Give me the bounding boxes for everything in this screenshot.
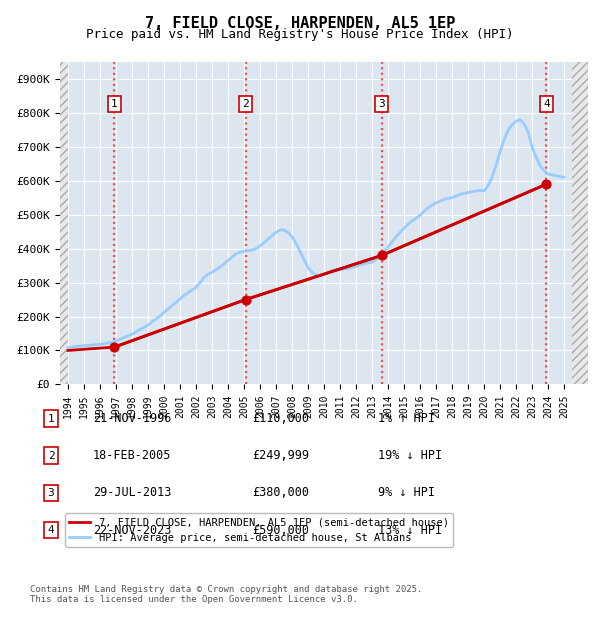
Point xyxy=(377,250,386,260)
Text: Price paid vs. HM Land Registry's House Price Index (HPI): Price paid vs. HM Land Registry's House … xyxy=(86,28,514,41)
Text: 22-NOV-2023: 22-NOV-2023 xyxy=(93,524,172,536)
Text: Contains HM Land Registry data © Crown copyright and database right 2025.
This d: Contains HM Land Registry data © Crown c… xyxy=(30,585,422,604)
Text: 1: 1 xyxy=(47,414,55,423)
Text: 7, FIELD CLOSE, HARPENDEN, AL5 1EP: 7, FIELD CLOSE, HARPENDEN, AL5 1EP xyxy=(145,16,455,30)
Point xyxy=(110,342,119,352)
Text: 9% ↓ HPI: 9% ↓ HPI xyxy=(378,487,435,499)
Text: 3: 3 xyxy=(378,99,385,109)
Text: 18-FEB-2005: 18-FEB-2005 xyxy=(93,450,172,462)
Text: 4: 4 xyxy=(47,525,55,535)
Text: 13% ↓ HPI: 13% ↓ HPI xyxy=(378,524,442,536)
Text: 4: 4 xyxy=(543,99,550,109)
Text: 2: 2 xyxy=(47,451,55,461)
Text: 21-NOV-1996: 21-NOV-1996 xyxy=(93,412,172,425)
Text: 29-JUL-2013: 29-JUL-2013 xyxy=(93,487,172,499)
Bar xyxy=(60,62,68,384)
Text: £590,000: £590,000 xyxy=(252,524,309,536)
Text: £110,000: £110,000 xyxy=(252,412,309,425)
Legend: 7, FIELD CLOSE, HARPENDEN, AL5 1EP (semi-detached house), HPI: Average price, se: 7, FIELD CLOSE, HARPENDEN, AL5 1EP (semi… xyxy=(65,513,453,547)
Point xyxy=(241,294,250,304)
Text: 19% ↓ HPI: 19% ↓ HPI xyxy=(378,450,442,462)
Bar xyxy=(572,62,588,384)
Text: 1: 1 xyxy=(111,99,118,109)
Text: 3: 3 xyxy=(47,488,55,498)
Text: £249,999: £249,999 xyxy=(252,450,309,462)
Text: 2: 2 xyxy=(242,99,249,109)
Point xyxy=(542,179,551,189)
Text: £380,000: £380,000 xyxy=(252,487,309,499)
Text: 1% ↑ HPI: 1% ↑ HPI xyxy=(378,412,435,425)
